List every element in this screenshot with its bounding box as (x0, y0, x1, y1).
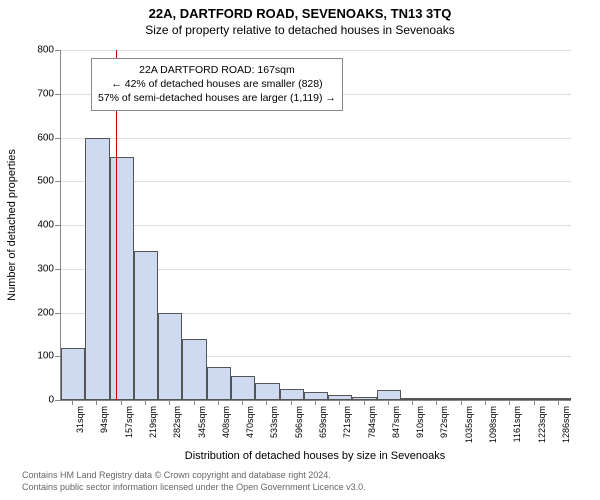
chart-subtitle: Size of property relative to detached ho… (0, 21, 600, 37)
x-tick-label: 282sqm (172, 406, 182, 438)
x-tick-label: 1161sqm (512, 406, 522, 442)
x-tick-label: 721sqm (342, 406, 352, 438)
grid-line (61, 181, 571, 182)
footer-line-2: Contains public sector information licen… (22, 482, 366, 492)
y-tick-label: 600 (37, 132, 54, 143)
x-tick-label: 533sqm (269, 406, 279, 438)
x-tick-label: 659sqm (318, 406, 328, 438)
y-tick-label: 400 (37, 220, 54, 231)
x-tick-label: 345sqm (197, 406, 207, 438)
callout-text: ← 42% of detached houses are smaller (82… (98, 77, 336, 91)
x-tick-label: 408sqm (221, 406, 231, 438)
x-tick-label: 784sqm (367, 406, 377, 438)
histogram-bar (207, 367, 231, 400)
x-tick-mark (339, 400, 340, 405)
y-tick-label: 0 (48, 395, 54, 406)
grid-line (61, 225, 571, 226)
x-axis-label: Distribution of detached houses by size … (60, 450, 570, 462)
x-tick-mark (436, 400, 437, 405)
histogram-bar (134, 251, 158, 400)
x-tick-label: 1098sqm (488, 406, 498, 443)
x-tick-mark (364, 400, 365, 405)
footer-line-1: Contains HM Land Registry data © Crown c… (22, 470, 331, 480)
x-tick-label: 470sqm (245, 406, 255, 438)
callout-text: 22A DARTFORD ROAD: 167sqm (98, 63, 336, 77)
y-tick-label: 100 (37, 351, 54, 362)
x-tick-mark (291, 400, 292, 405)
chart-title: 22A, DARTFORD ROAD, SEVENOAKS, TN13 3TQ (0, 0, 600, 21)
x-tick-mark (194, 400, 195, 405)
x-tick-mark (558, 400, 559, 405)
histogram-bar (304, 392, 328, 400)
plot-area: 22A DARTFORD ROAD: 167sqm← 42% of detach… (60, 50, 571, 401)
histogram-bar (110, 157, 134, 400)
x-tick-mark (534, 400, 535, 405)
histogram-bar (377, 390, 401, 400)
grid-line (61, 138, 571, 139)
callout-text: 57% of semi-detached houses are larger (… (98, 91, 336, 105)
histogram-bar (182, 339, 206, 400)
x-axis: 31sqm 94sqm 157sqm 219sqm 282sqm 345sqm 408sqm… (60, 400, 570, 455)
x-tick-label: 910sqm (415, 406, 425, 438)
grid-line (61, 50, 571, 51)
x-tick-mark (388, 400, 389, 405)
x-tick-mark (461, 400, 462, 405)
x-tick-mark (218, 400, 219, 405)
y-axis: 0100200300400500600700800 (0, 50, 60, 400)
y-tick-label: 300 (37, 263, 54, 274)
histogram-bar (255, 383, 279, 401)
histogram-bar (61, 348, 85, 401)
x-tick-mark (96, 400, 97, 405)
histogram-bar (85, 138, 109, 401)
x-tick-mark (509, 400, 510, 405)
callout-box: 22A DARTFORD ROAD: 167sqm← 42% of detach… (91, 58, 343, 111)
y-tick-label: 700 (37, 88, 54, 99)
x-tick-label: 847sqm (391, 406, 401, 438)
x-tick-label: 31sqm (75, 406, 85, 433)
x-tick-label: 219sqm (148, 406, 158, 438)
x-tick-mark (485, 400, 486, 405)
x-tick-label: 1286sqm (561, 406, 571, 443)
x-tick-mark (266, 400, 267, 405)
y-tick-label: 800 (37, 45, 54, 56)
y-tick-label: 500 (37, 176, 54, 187)
x-tick-mark (145, 400, 146, 405)
x-tick-mark (315, 400, 316, 405)
histogram-bar (231, 376, 255, 400)
x-tick-label: 596sqm (294, 406, 304, 438)
x-tick-mark (121, 400, 122, 405)
histogram-bar (280, 389, 304, 400)
x-tick-mark (242, 400, 243, 405)
x-tick-mark (72, 400, 73, 405)
histogram-bar (158, 313, 182, 401)
x-tick-label: 157sqm (124, 406, 134, 438)
y-tick-label: 200 (37, 307, 54, 318)
x-tick-mark (169, 400, 170, 405)
x-tick-mark (412, 400, 413, 405)
x-tick-label: 1223sqm (537, 406, 547, 443)
x-tick-label: 972sqm (439, 406, 449, 438)
histogram-chart: 22A, DARTFORD ROAD, SEVENOAKS, TN13 3TQ … (0, 0, 600, 500)
x-tick-label: 1035sqm (464, 406, 474, 443)
x-tick-label: 94sqm (99, 406, 109, 433)
